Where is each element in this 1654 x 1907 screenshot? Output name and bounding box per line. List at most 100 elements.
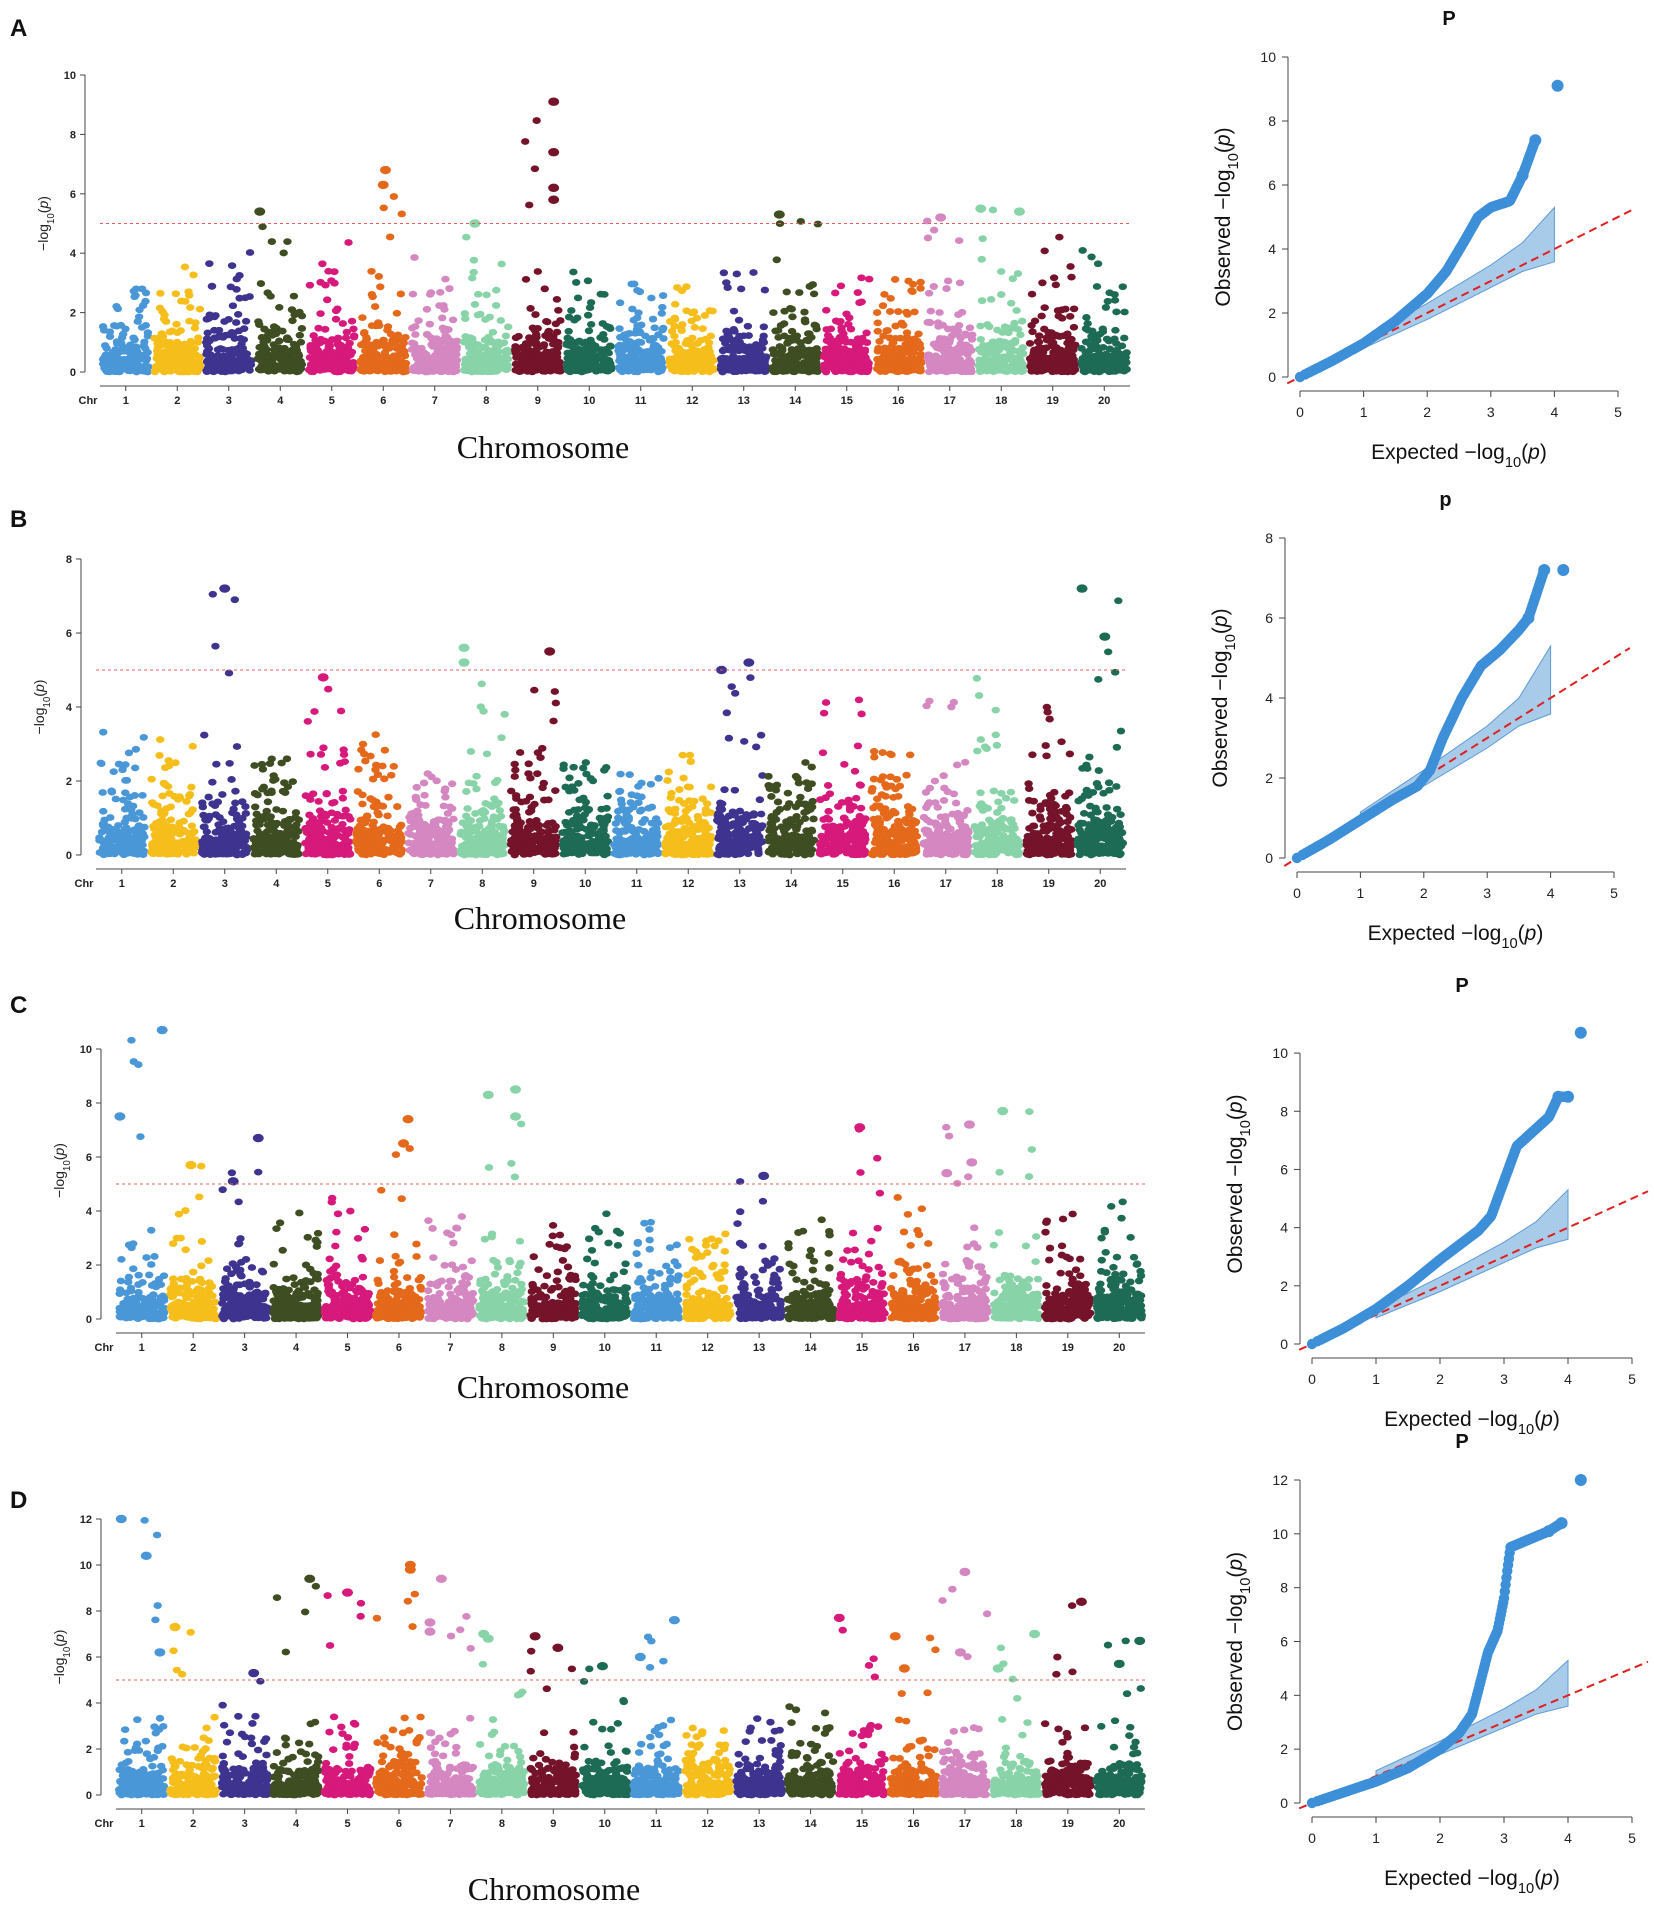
y-tick-label: 6 [70,189,76,201]
snp-point [503,349,513,357]
snp-point [156,736,165,743]
snp-point [916,278,925,286]
snp-point [411,323,420,330]
snp-point [1035,359,1045,367]
top-hit-point [548,97,560,106]
snp-point [988,206,998,214]
snp-point [1034,338,1044,346]
snp-point [1112,308,1121,316]
snp-point [878,302,888,310]
snp-point [400,350,409,358]
snp-point [229,805,238,813]
snp-point [158,367,167,374]
snp-point [1066,263,1075,270]
snp-point [338,320,348,327]
snp-point [109,352,118,360]
snp-point [232,743,242,750]
snp-point [520,348,530,356]
snp-point [474,290,483,298]
snp-point [172,338,182,346]
snp-point [496,317,505,324]
snp-point [657,309,666,317]
chromosome-tick-label: 1 [119,878,125,890]
snp-point [484,347,494,354]
snp-point [729,325,738,333]
snp-point [113,305,123,313]
snp-point [844,347,853,355]
snp-point [468,274,477,282]
snp-point [1067,335,1076,343]
snp-point [830,338,839,346]
snp-point [702,356,711,364]
snp-point [170,363,179,371]
snp-point [1062,349,1071,357]
snp-point [647,294,656,302]
chromosome-tick-label: 3 [222,878,228,890]
snp-point [983,321,992,328]
snp-point [1061,305,1070,313]
top-hit-point [1013,207,1025,216]
snp-point [526,305,535,312]
snp-point [172,320,181,328]
y-tick-label: 0 [66,850,72,862]
snp-point [807,349,816,357]
snp-point [751,348,760,356]
snp-point [241,803,250,810]
chromosome-tick-label: 13 [738,395,750,407]
snp-point [894,368,903,376]
snp-point [862,356,871,364]
snp-point [111,346,120,353]
snp-point [744,332,753,339]
snp-point [151,366,161,373]
snp-point [602,367,612,375]
snp-point [100,342,110,349]
snp-point [120,344,130,352]
snp-point [105,333,115,340]
snp-point [158,843,168,851]
snp-point [232,851,242,859]
snp-point [327,809,336,817]
snp-point [312,828,321,836]
chromosome-tick-label: 12 [686,395,698,407]
snp-point [106,367,116,374]
snp-point [630,352,639,360]
snp-point [787,305,796,313]
snp-point [688,334,697,342]
snp-point [123,800,133,808]
snp-point [891,322,900,330]
snp-point [1097,361,1107,369]
snp-point [316,751,326,758]
qq-y-axis-label: Observed −log10(p) [1212,127,1242,306]
snp-point [900,348,910,356]
snp-point [438,314,447,322]
snp-point [527,356,536,364]
snp-point [805,283,814,290]
snp-point [638,349,647,357]
snp-point [873,355,882,363]
snp-point [267,238,277,245]
snp-point [1118,283,1127,291]
snp-point [812,325,821,333]
snp-point [401,333,410,341]
snp-point [154,337,164,344]
snp-point [383,326,392,334]
snp-point [1019,350,1028,358]
top-hit-point [548,195,560,204]
snp-point [288,840,297,848]
snp-point [170,839,180,847]
snp-point [862,329,871,337]
snp-point [573,294,583,302]
snp-point [659,324,668,332]
snp-point [344,813,353,820]
snp-point [1109,353,1119,361]
snp-point [1066,312,1075,320]
qq-y-tick-label: 0 [1268,369,1276,385]
y-tick-label: 10 [64,70,76,82]
snp-point [943,277,953,285]
snp-point [975,356,984,364]
snp-point [800,308,809,316]
snp-point [556,317,565,324]
